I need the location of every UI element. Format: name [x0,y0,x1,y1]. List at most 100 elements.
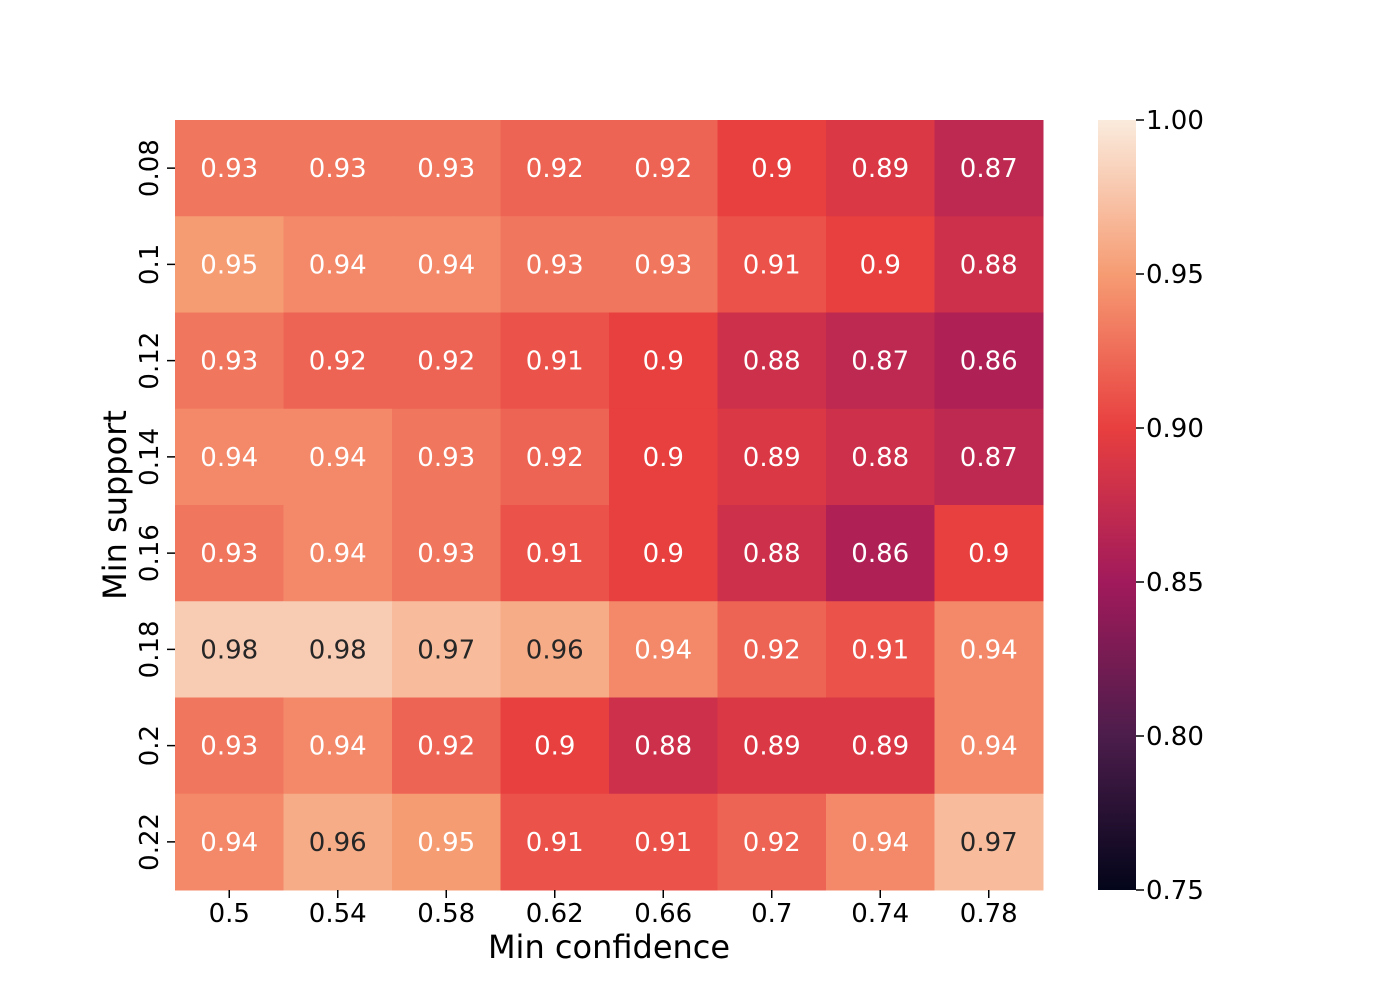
cell-annotation: 0.88 [960,250,1018,280]
cell-annotation: 0.93 [417,539,475,569]
cell-annotation: 0.94 [309,443,367,473]
heatmap-cell [826,120,935,217]
heatmap-cell [717,120,827,217]
heatmap-cell [609,601,718,698]
cell-annotation: 0.98 [309,635,367,665]
y-tick-label: 0.2 [135,725,165,766]
cell-annotation: 0.87 [960,443,1018,473]
y-tick-label: 0.08 [135,139,165,197]
heatmap-cell [500,697,610,795]
heatmap-cell [175,505,284,602]
heatmap-cell [500,408,610,506]
heatmap-cell [175,408,284,506]
cell-annotation: 0.92 [417,347,475,377]
y-axis-title: Min support [96,410,134,600]
heatmap-cell [934,601,1044,698]
x-tick-label: 0.7 [751,899,792,929]
cell-annotation: 0.97 [417,635,475,665]
colorbar-tick-label: 0.85 [1146,568,1204,598]
cell-annotation: 0.94 [200,828,258,858]
heatmap-cell [826,408,935,506]
heatmap-cell [500,312,610,410]
cell-annotation: 0.91 [526,347,584,377]
cell-annotation: 0.93 [417,154,475,184]
heatmap-cell [283,216,393,313]
x-tick-label: 0.66 [634,899,692,929]
heatmap-cell [717,505,827,602]
y-tick-label: 0.18 [135,620,165,678]
cell-annotation: 0.86 [851,539,909,569]
colorbar-tick-label: 0.95 [1146,260,1204,290]
x-tick-label: 0.58 [417,899,475,929]
colorbar-tick-label: 0.75 [1146,876,1204,906]
heatmap-cell [609,312,718,410]
cell-annotation: 0.93 [200,154,258,184]
heatmap-cell [392,408,501,506]
cell-annotation: 0.92 [526,443,584,473]
heatmap-cell [175,312,284,410]
heatmap-cell [826,216,935,313]
cell-annotation: 0.93 [417,443,475,473]
heatmap-cell [392,793,501,891]
cell-annotation: 0.9 [968,539,1009,569]
heatmap-cell [826,697,935,795]
heatmap-cell [283,505,393,602]
heatmap-cell [826,505,935,602]
colorbar-ticks: 0.75 0.80 0.85 0.90 0.95 1.00 [1136,106,1204,906]
heatmap-cell [934,408,1044,506]
heatmap-cell [392,216,501,313]
cell-annotation: 0.88 [851,443,909,473]
cell-annotation: 0.9 [643,539,684,569]
heatmap-cell [392,505,501,602]
y-tick-label: 0.12 [135,332,165,390]
heatmap-cell [609,697,718,795]
x-tick-label: 0.74 [851,899,909,929]
heatmap-cell [934,312,1044,410]
colorbar-tick-label: 0.80 [1146,722,1204,752]
heatmap-cells [175,120,1044,891]
cell-annotation: 0.9 [643,443,684,473]
heatmap-cell [175,120,284,217]
heatmap-cell [175,601,284,698]
heatmap-cell [392,120,501,217]
cell-annotation: 0.98 [200,635,258,665]
heatmap-cell [500,601,610,698]
y-tick-label: 0.1 [135,244,165,285]
cell-annotation: 0.86 [960,347,1018,377]
heatmap-cell [934,505,1044,602]
cell-annotation: 0.89 [851,732,909,762]
cell-annotation: 0.92 [743,635,801,665]
colorbar: 0.75 0.80 0.85 0.90 0.95 1.00 [1098,106,1204,906]
cell-annotation: 0.9 [751,154,792,184]
x-tick-label: 0.78 [960,899,1018,929]
cell-annotation: 0.87 [960,154,1018,184]
heatmap-cell [392,312,501,410]
heatmap-cell [392,697,501,795]
cell-annotation: 0.94 [960,635,1018,665]
heatmap-cell [717,697,827,795]
cell-annotation: 0.88 [634,732,692,762]
cell-annotation: 0.88 [743,347,801,377]
colorbar-tick-label: 0.90 [1146,414,1204,444]
heatmap-cell [717,793,827,891]
colorbar-gradient [1098,120,1136,890]
heatmap-cell [175,697,284,795]
heatmap-cell [392,601,501,698]
cell-annotation: 0.91 [634,828,692,858]
heatmap-cell [609,216,718,313]
cell-annotation: 0.94 [851,828,909,858]
x-tick-label: 0.62 [526,899,584,929]
heatmap-cell [500,216,610,313]
cell-annotation: 0.91 [743,250,801,280]
cell-annotation: 0.91 [851,635,909,665]
cell-annotation: 0.93 [634,250,692,280]
heatmap-cell [934,120,1044,217]
cell-annotation: 0.88 [743,539,801,569]
cell-annotation: 0.9 [860,250,901,280]
heatmap-cell [609,408,718,506]
heatmap-cell [500,120,610,217]
heatmap-cell [500,505,610,602]
heatmap-cell [609,120,718,217]
x-tick-label: 0.5 [209,899,250,929]
heatmap-cell [283,793,393,891]
